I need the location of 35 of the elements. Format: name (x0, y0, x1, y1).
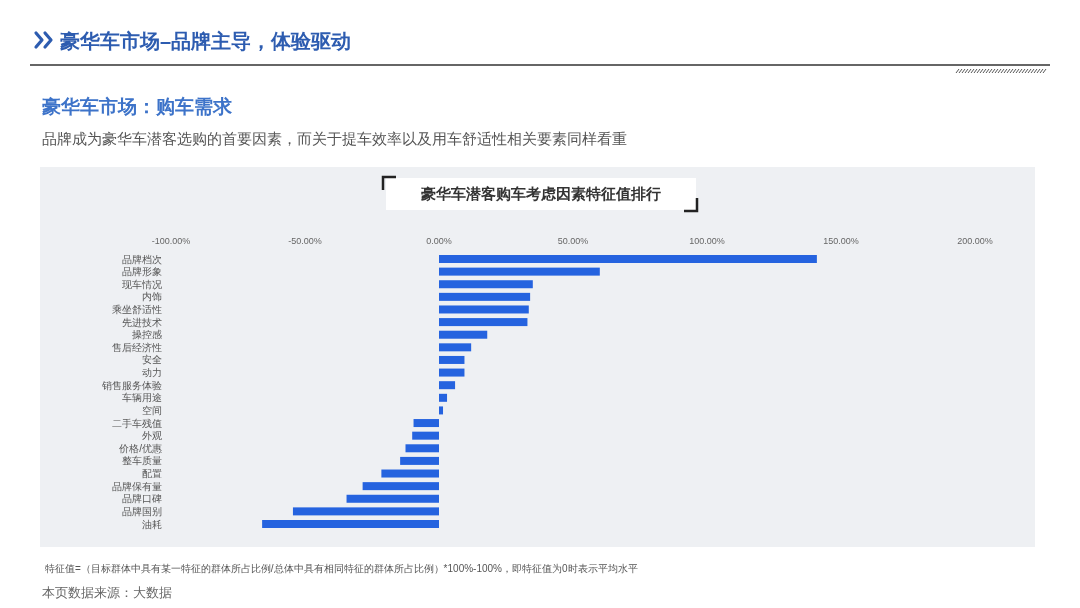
text: 豪华车市场：购车需求 (41, 96, 233, 117)
y-tick-label: 价格/优惠 (118, 442, 162, 454)
chart-title: 豪华车潜客购车考虑因素特征值排行 (420, 185, 661, 202)
y-tick-label: 品牌保有量 (112, 480, 162, 492)
y-tick-label: 安全 (142, 354, 162, 366)
x-tick-label: 100.00% (689, 236, 725, 246)
y-tick-label: 外观 (142, 430, 162, 442)
x-tick-label: 0.00% (426, 236, 452, 246)
y-tick-label: 配置 (142, 468, 162, 480)
y-tick-label: 车辆用途 (122, 392, 162, 404)
chart-subtitle: 品牌成为豪华车潜客选购的首要因素，而关于提车效率以及用车舒适性相关要素同样看重 (42, 130, 627, 147)
y-tick-label: 品牌形象 (122, 266, 162, 278)
text: 特征值=（目标群体中具有某一特征的群体所占比例/总体中具有相同特征的群体所占比例）*100%-100%，即特征值为0时表示平均水平 (45, 563, 638, 574)
x-tick-label: 150.00% (823, 236, 859, 246)
y-tick-label: 动力 (142, 367, 162, 379)
y-tick-label: 品牌档次 (122, 253, 162, 265)
x-tick-label: 50.00% (557, 236, 589, 246)
y-tick-label: 品牌国别 (122, 505, 162, 517)
x-tick-label: -50.00% (288, 236, 322, 246)
y-tick-label: 乘坐舒适性 (112, 303, 162, 315)
y-tick-label: 品牌口碑 (122, 493, 162, 505)
y-tick-label: 内饰 (142, 291, 162, 303)
text: 本页数据来源：大数据 (42, 585, 172, 600)
y-tick-label: 销售服务体验 (101, 379, 162, 391)
y-tick-label: 二手车残值 (112, 417, 162, 429)
x-tick-label: -100.00% (151, 236, 191, 246)
y-tick-label: 整车质量 (122, 455, 162, 467)
y-tick-label: 操控感 (132, 329, 162, 341)
y-tick-label: 售后经济性 (112, 341, 162, 353)
y-tick-label: 空间 (142, 404, 162, 416)
y-tick-label: 先进技术 (122, 316, 162, 328)
x-tick-label: 200.00% (957, 236, 993, 246)
y-tick-label: 现车情况 (122, 278, 162, 290)
y-tick-label: 油耗 (142, 518, 162, 530)
text: 豪华车市场–品牌主导，体验驱动 (59, 30, 352, 52)
